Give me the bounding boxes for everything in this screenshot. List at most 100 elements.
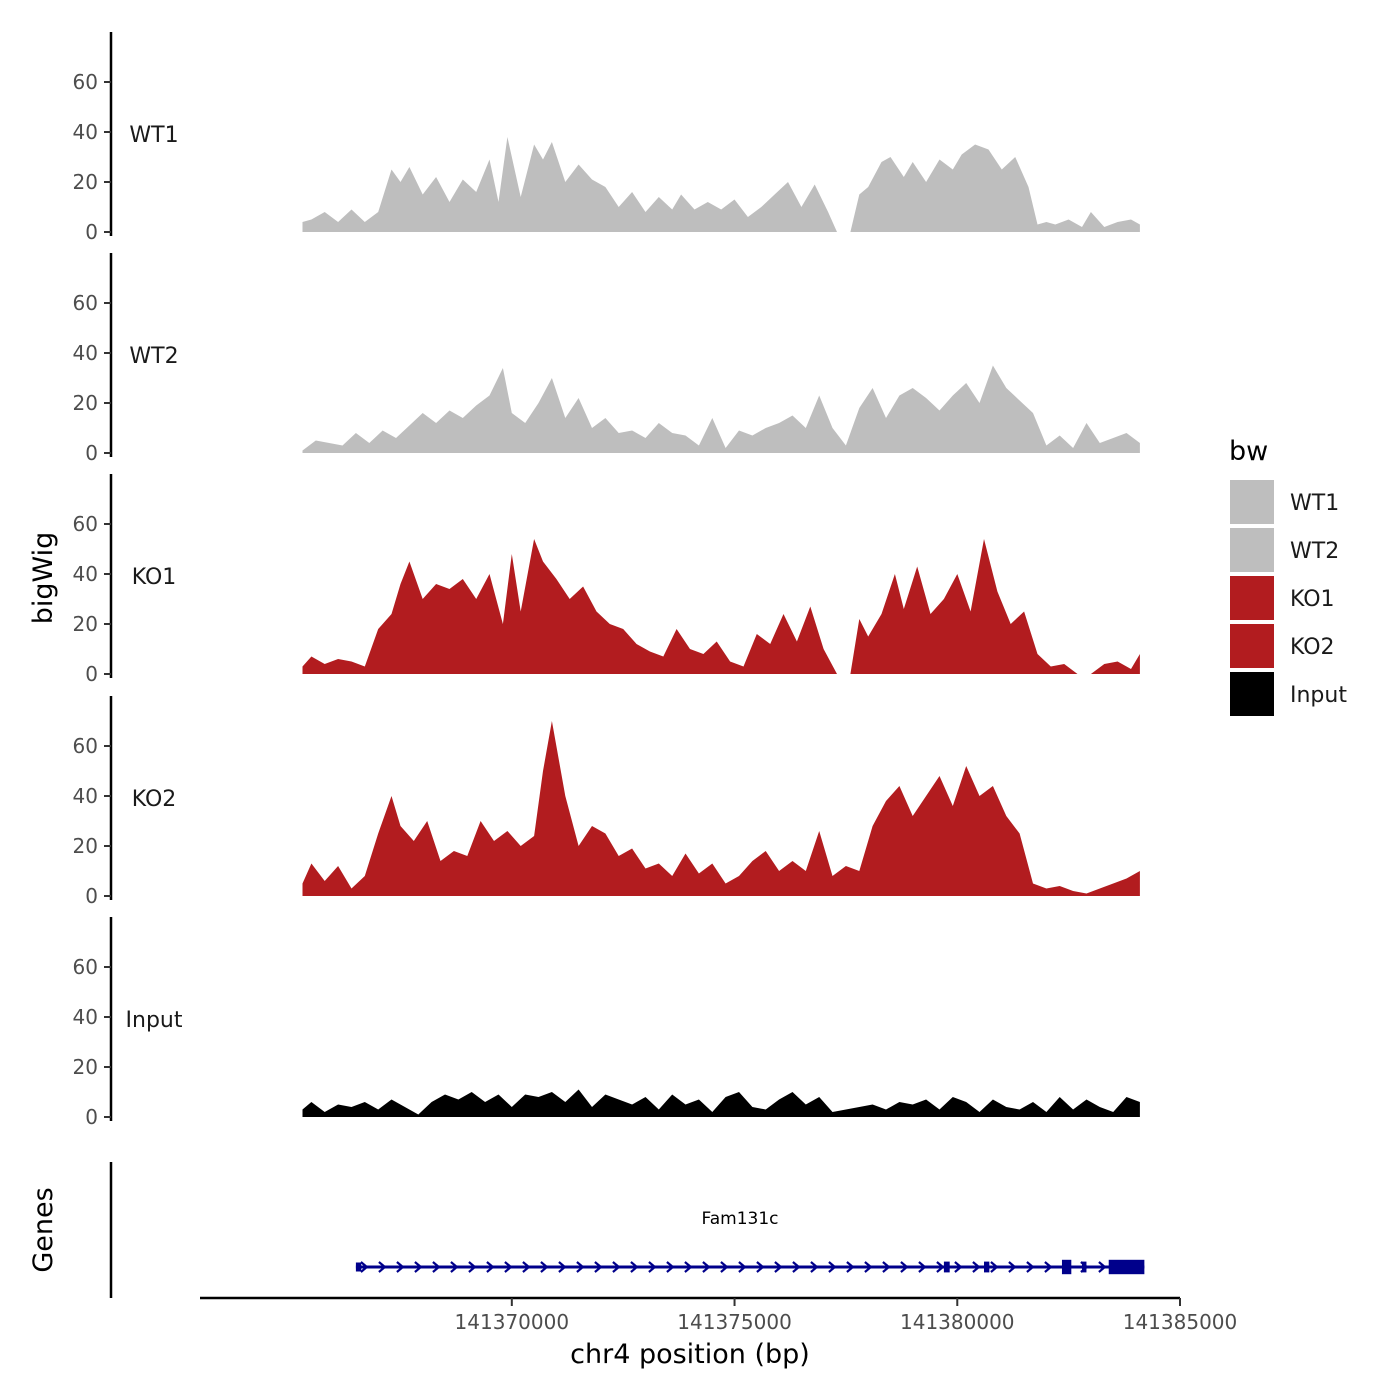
strand-arrow-3 xyxy=(414,1261,423,1273)
exon-6 xyxy=(1108,1259,1145,1275)
strand-arrow-0 xyxy=(360,1261,369,1273)
legend-key-ko2 xyxy=(1230,624,1274,668)
strand-arrow-33 xyxy=(954,1261,963,1273)
strand-arrow-41 xyxy=(1098,1261,1107,1273)
y-tick-label-wt2-60: 60 xyxy=(73,291,98,315)
strand-arrow-18 xyxy=(684,1261,693,1273)
track-wt1: 0 20 40 60 WT1 xyxy=(73,32,1140,244)
strand-arrow-9 xyxy=(522,1261,531,1273)
legend-key-ko1 xyxy=(1230,576,1274,620)
strand-arrow-31 xyxy=(918,1261,927,1273)
y-tick-label-ko2-0: 0 xyxy=(85,884,98,908)
strand-arrow-14 xyxy=(612,1261,621,1273)
area-ko2-segment-0 xyxy=(302,721,1140,896)
x-tick-label-141375000: 141375000 xyxy=(677,1310,792,1334)
strand-arrow-25 xyxy=(810,1261,819,1273)
y-axis-title: bigWig xyxy=(28,532,59,625)
track-label-wt1: WT1 xyxy=(129,123,178,148)
y-tick-label-ko1-60: 60 xyxy=(73,512,98,536)
strand-arrow-23 xyxy=(774,1261,783,1273)
y-tick-label-ko1-0: 0 xyxy=(85,662,98,686)
legend-label-ko2: KO2 xyxy=(1290,635,1335,660)
y-tick-label-ko2-60: 60 xyxy=(73,734,98,758)
track-wt2: 0 20 40 60 WT2 xyxy=(73,253,1140,465)
strand-arrow-29 xyxy=(882,1261,891,1273)
legend-label-wt2: WT2 xyxy=(1290,539,1339,564)
y-tick-label-input-0: 0 xyxy=(85,1105,98,1129)
strand-arrow-27 xyxy=(846,1261,855,1273)
area-input-segment-0 xyxy=(302,1089,1140,1117)
strand-arrow-11 xyxy=(558,1261,567,1273)
strand-arrow-17 xyxy=(666,1261,675,1273)
y-tick-label-ko2-20: 20 xyxy=(73,834,98,858)
y-tick-label-input-40: 40 xyxy=(73,1005,98,1029)
strand-arrow-13 xyxy=(594,1261,603,1273)
y-tick-label-wt2-40: 40 xyxy=(73,341,98,365)
area-ko1-segment-1 xyxy=(850,539,1140,674)
strand-arrow-28 xyxy=(864,1261,873,1273)
strand-arrow-37 xyxy=(1026,1261,1035,1273)
strand-arrow-2 xyxy=(396,1261,405,1273)
x-tick-label-141380000: 141380000 xyxy=(900,1310,1015,1334)
strand-arrow-1 xyxy=(378,1261,387,1273)
legend-key-wt1 xyxy=(1230,480,1274,524)
legend-key-wt2 xyxy=(1230,528,1274,572)
strand-arrow-30 xyxy=(900,1261,909,1273)
y-tick-label-input-20: 20 xyxy=(73,1055,98,1079)
strand-arrow-21 xyxy=(738,1261,747,1273)
strand-arrow-10 xyxy=(540,1261,549,1273)
track-ko2: 0 20 40 60 KO2 xyxy=(73,696,1140,908)
legend-key-input xyxy=(1230,672,1274,716)
y-tick-label-wt2-20: 20 xyxy=(73,391,98,415)
exon-5 xyxy=(1082,1261,1087,1273)
y-tick-label-wt2-0: 0 xyxy=(85,441,98,465)
area-wt1-segment-0 xyxy=(302,137,837,232)
exon-4 xyxy=(1061,1259,1072,1275)
strand-arrow-24 xyxy=(792,1261,801,1273)
strand-arrow-35 xyxy=(990,1261,999,1273)
area-ko1-segment-0 xyxy=(302,539,837,674)
legend-label-input: Input xyxy=(1290,683,1347,708)
genes-axis-title: Genes xyxy=(28,1187,59,1272)
strand-arrow-6 xyxy=(468,1261,477,1273)
strand-arrow-16 xyxy=(648,1261,657,1273)
track-label-wt2: WT2 xyxy=(129,344,178,369)
strand-arrow-32 xyxy=(936,1261,945,1273)
legend: bw WT1 WT2 KO1 KO2 Input xyxy=(1229,436,1347,716)
legend-label-ko1: KO1 xyxy=(1290,587,1335,612)
strand-arrow-22 xyxy=(756,1261,765,1273)
strand-arrow-15 xyxy=(630,1261,639,1273)
y-tick-label-wt1-20: 20 xyxy=(73,170,98,194)
y-tick-label-wt1-0: 0 xyxy=(85,220,98,244)
y-tick-label-ko2-40: 40 xyxy=(73,784,98,808)
legend-label-wt1: WT1 xyxy=(1290,491,1339,516)
gene-model xyxy=(355,1259,1145,1275)
strand-arrow-34 xyxy=(972,1261,981,1273)
y-tick-label-input-60: 60 xyxy=(73,955,98,979)
y-tick-label-wt1-60: 60 xyxy=(73,70,98,94)
strand-arrow-38 xyxy=(1044,1261,1053,1273)
strand-arrow-5 xyxy=(450,1261,459,1273)
area-wt1-segment-1 xyxy=(850,144,1140,232)
strand-arrow-20 xyxy=(720,1261,729,1273)
exon-2 xyxy=(943,1261,950,1273)
x-axis: 141370000 141375000 141380000 141385000 xyxy=(200,1296,1237,1334)
x-tick-label-141370000: 141370000 xyxy=(455,1310,570,1334)
y-tick-label-ko1-20: 20 xyxy=(73,612,98,636)
genes-panel: Genes Fam131c xyxy=(28,1162,1145,1298)
strand-arrow-19 xyxy=(702,1261,711,1273)
y-tick-label-wt1-40: 40 xyxy=(73,120,98,144)
track-input: 0 20 40 60 Input xyxy=(73,917,1140,1129)
track-label-ko1: KO1 xyxy=(132,565,177,590)
strand-arrow-8 xyxy=(504,1261,513,1273)
strand-arrow-36 xyxy=(1008,1261,1017,1273)
gene-name-label: Fam131c xyxy=(702,1209,779,1229)
strand-arrow-26 xyxy=(828,1261,837,1273)
strand-arrow-7 xyxy=(486,1261,495,1273)
strand-arrow-12 xyxy=(576,1261,585,1273)
x-axis-title: chr4 position (bp) xyxy=(570,1339,810,1370)
y-tick-label-ko1-40: 40 xyxy=(73,562,98,586)
exon-1 xyxy=(355,1262,362,1272)
legend-title: bw xyxy=(1229,436,1268,467)
area-wt2-segment-0 xyxy=(302,365,1140,453)
